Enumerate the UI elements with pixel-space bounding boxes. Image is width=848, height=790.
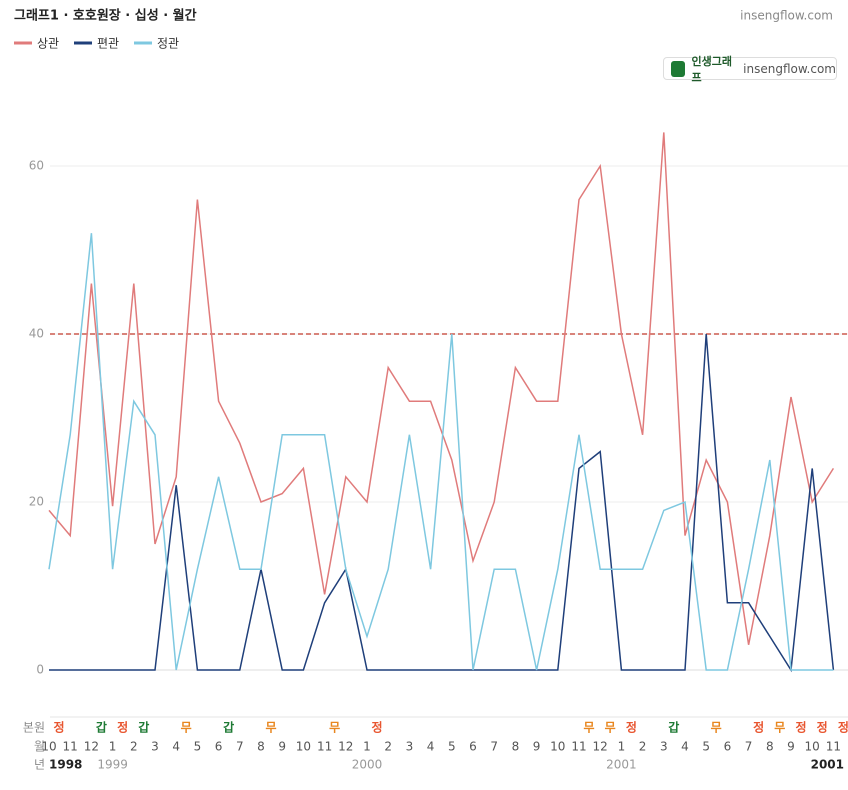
legend-label: 상관 (37, 37, 59, 51)
x-tick-label: 5 (194, 740, 202, 754)
x-tick-label: 10 (550, 740, 565, 754)
plot-area (48, 132, 848, 673)
stem-label: 갑 (223, 721, 234, 735)
x-tick-label: 1 (618, 740, 626, 754)
x-tick-label: 1 (109, 740, 117, 754)
source: insengflow.com (740, 9, 833, 23)
x-tick-label: 4 (681, 740, 689, 754)
x-tick-label: 10 (805, 740, 820, 754)
stem-label: 무 (181, 721, 192, 735)
x-tick-label: 2 (639, 740, 647, 754)
legend-label: 편관 (97, 37, 119, 51)
x-tick-label: 3 (406, 740, 414, 754)
x-tick-label: 11 (571, 740, 586, 754)
stem-label: 정 (117, 720, 128, 735)
stem-label: 정 (53, 720, 64, 735)
series-line (48, 233, 834, 671)
x-tick-label: 5 (448, 740, 456, 754)
year-label: 1998 (49, 758, 82, 772)
x-tick-label: 3 (660, 740, 668, 754)
stem-label: 갑 (96, 721, 107, 735)
x-tick-label: 2 (130, 740, 138, 754)
x-tick-label: 9 (787, 740, 795, 754)
stem-label: 정 (626, 720, 637, 735)
x-tick-label: 9 (278, 740, 286, 754)
stem-label: 정 (838, 720, 848, 735)
x-tick-label: 11 (826, 740, 841, 754)
badge-site: insengflow.com (743, 61, 836, 76)
stem-label: 무 (711, 721, 722, 735)
y-tick-label: 20 (29, 495, 44, 509)
series-line (49, 333, 835, 673)
x-tick-label: 10 (41, 740, 56, 754)
badge-name: 인생그래프 (691, 54, 732, 84)
x-tick-label: 7 (745, 740, 753, 754)
x-tick-label: 6 (215, 740, 223, 754)
stem-label: 무 (774, 721, 785, 735)
y-tick-label: 40 (29, 327, 44, 341)
legend-label: 정관 (157, 37, 179, 51)
x-tick-label: 12 (338, 740, 353, 754)
stem-label: 정 (371, 720, 382, 735)
badge-icon (671, 60, 686, 77)
y-tick-label: 0 (36, 663, 44, 677)
stem-label: 무 (605, 721, 616, 735)
x-tick-label: 4 (427, 740, 435, 754)
year-label: 1999 (97, 758, 128, 772)
x-tick-label: 7 (236, 740, 244, 754)
stem-label: 무 (265, 721, 276, 735)
x-tick-label: 11 (63, 740, 78, 754)
x-tick-label: 12 (593, 740, 608, 754)
row-label: 월 (34, 740, 45, 754)
year-label: 2000 (352, 758, 383, 772)
x-tick-label: 7 (490, 740, 498, 754)
stem-label: 정 (753, 720, 764, 735)
x-tick-label: 6 (724, 740, 732, 754)
stem-label: 갑 (138, 721, 149, 735)
stem-label: 무 (583, 721, 594, 735)
x-tick-label: 9 (533, 740, 541, 754)
badge: 인생그래프 insengflow.com (663, 55, 837, 84)
row-label: 년 (34, 758, 45, 772)
year-label: 2001 (606, 758, 637, 772)
stem-label: 갑 (668, 721, 679, 735)
chart-title: 그래프1 · 호호원장 · 십성 · 월간 (14, 8, 197, 24)
series-line (48, 132, 835, 645)
x-tick-label: 12 (84, 740, 99, 754)
x-tick-label: 4 (172, 740, 180, 754)
current-year: 2001 (811, 758, 844, 772)
x-tick-label: 10 (296, 740, 311, 754)
x-tick-label: 11 (317, 740, 332, 754)
x-tick-label: 8 (512, 740, 520, 754)
stem-label: 정 (795, 720, 806, 735)
x-tick-label: 1 (363, 740, 371, 754)
x-tick-label: 8 (257, 740, 265, 754)
stem-label: 정 (817, 720, 828, 735)
x-tick-label: 6 (469, 740, 477, 754)
x-tick-label: 8 (766, 740, 774, 754)
y-tick-label: 60 (29, 159, 44, 173)
x-tick-label: 5 (702, 740, 710, 754)
x-tick-label: 3 (151, 740, 159, 754)
x-tick-label: 2 (384, 740, 392, 754)
row-label: 본원 (23, 721, 45, 735)
stem-label: 무 (329, 721, 340, 735)
